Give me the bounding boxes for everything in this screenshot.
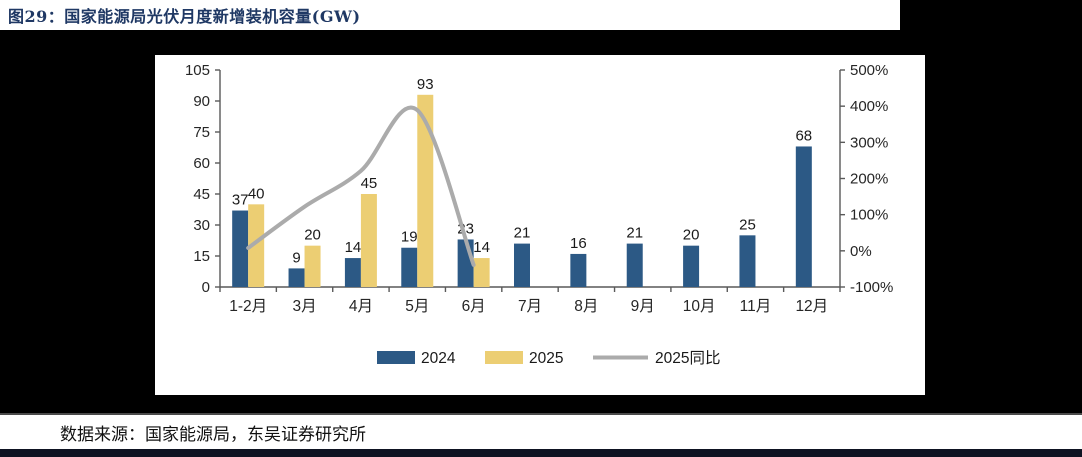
right-axis-label: 200% (850, 171, 888, 188)
bar-label: 45 (361, 175, 378, 192)
source-note: 数据来源：国家能源局，东吴证券研究所 (60, 424, 366, 445)
legend-label: 2025同比 (655, 349, 720, 367)
x-axis-label: 11月 (740, 298, 772, 315)
bar-2025 (473, 258, 490, 287)
left-axis-label: 0 (202, 279, 210, 296)
bar-2024 (570, 253, 587, 287)
x-axis-label: 9月 (631, 298, 655, 315)
source-bar: 数据来源：国家能源局，东吴证券研究所 (0, 413, 1082, 449)
figure-title-bar: 图29：国家能源局光伏月度新增装机容量(GW) (0, 0, 900, 30)
bar-label: 14 (345, 239, 362, 256)
right-axis-label: 400% (850, 98, 888, 115)
bar-2024 (626, 243, 643, 287)
bar-2024 (514, 243, 530, 287)
bar-2024 (401, 247, 418, 287)
left-axis-label: 60 (193, 155, 210, 172)
x-axis-label: 10月 (683, 298, 716, 315)
bar-label: 19 (401, 229, 418, 246)
bar-2025 (248, 204, 265, 287)
x-axis-label: 8月 (574, 298, 598, 315)
bar-2025 (360, 194, 377, 287)
x-axis-label: 7月 (518, 298, 542, 315)
right-axis-label: -100% (850, 279, 893, 296)
bar-2025 (417, 94, 434, 287)
right-axis-label: 100% (850, 207, 888, 224)
x-axis-label: 6月 (462, 298, 486, 315)
bar-label: 93 (417, 76, 434, 93)
legend-swatch-2024 (377, 351, 415, 364)
bar-label: 14 (473, 239, 490, 256)
bar-label: 9 (292, 249, 300, 266)
bottom-rule (0, 449, 1082, 457)
x-axis-label: 5月 (405, 298, 429, 315)
bar-label: 16 (570, 235, 587, 252)
right-axis-label: 300% (850, 134, 888, 151)
left-axis-label: 45 (193, 186, 210, 203)
bar-2024 (344, 258, 361, 287)
left-axis-label: 15 (193, 248, 210, 265)
x-axis-label: 4月 (349, 298, 373, 315)
bar-label: 68 (795, 127, 812, 144)
left-axis-label: 105 (185, 62, 210, 79)
x-axis-label: 3月 (292, 298, 316, 315)
left-axis-label: 90 (193, 93, 210, 110)
bar-label: 37 (232, 192, 249, 209)
bar-2024 (683, 245, 700, 287)
bar-2024 (232, 210, 249, 287)
legend-label: 2024 (421, 350, 456, 367)
bar-label: 40 (248, 185, 265, 202)
left-axis-label: 75 (193, 124, 210, 141)
right-axis-label: 0% (850, 243, 872, 260)
x-axis-label: 12月 (795, 298, 828, 315)
legend-label: 2025 (529, 350, 563, 367)
bar-label: 21 (514, 225, 531, 242)
bar-label: 25 (739, 216, 756, 233)
bar-label: 20 (683, 227, 700, 244)
x-axis-label: 1-2月 (229, 298, 267, 315)
chart-panel: 0 15 30 45 60 75 90 105 500% 400% 300% 200% 100% 0% -1… (155, 55, 925, 395)
bar-2025 (304, 245, 321, 287)
figure-title: 图29：国家能源局光伏月度新增装机容量(GW) (8, 7, 361, 26)
yoy-line (246, 105, 476, 267)
bar-2024 (739, 235, 756, 287)
bar-2024 (795, 146, 812, 287)
left-axis-label: 30 (193, 217, 210, 234)
legend-swatch-2025 (485, 351, 523, 364)
chart-svg: 0 15 30 45 60 75 90 105 500% 400% 300% 200% 100% 0% -1… (185, 62, 893, 367)
right-axis-label: 500% (850, 62, 888, 79)
bar-label: 21 (626, 225, 643, 242)
bar-2024 (288, 268, 305, 287)
bar-label: 20 (304, 227, 321, 244)
